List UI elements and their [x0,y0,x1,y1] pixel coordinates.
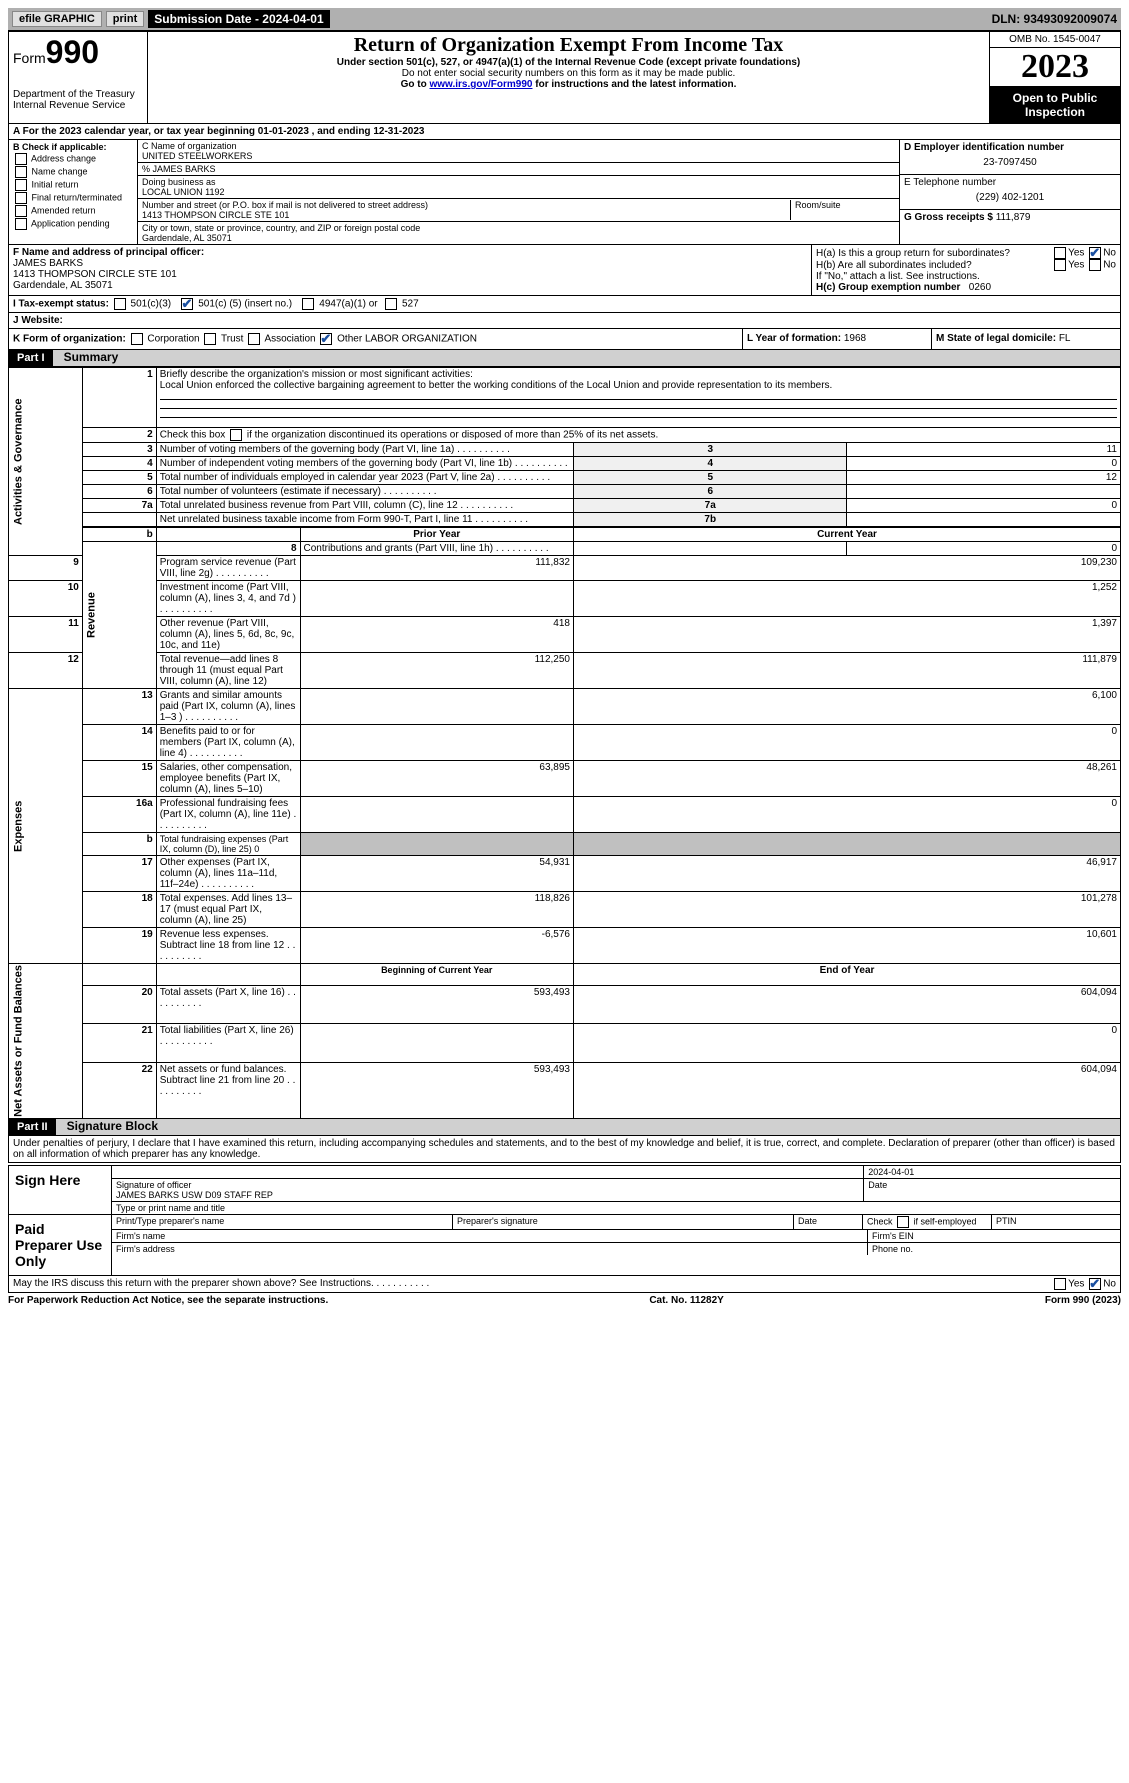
sign-here-label: Sign Here [9,1166,112,1214]
declaration-text: Under penalties of perjury, I declare th… [8,1136,1121,1163]
ha-yes-check[interactable] [1054,247,1066,259]
line1-text: Local Union enforced the collective barg… [160,380,833,391]
check-application-pending[interactable]: Application pending [13,218,133,230]
dept-treasury: Department of the Treasury [13,89,143,100]
irs-label: Internal Revenue Service [13,100,143,111]
summary-table: Activities & Governance 1 Briefly descri… [8,367,1121,1119]
check-501c[interactable] [181,298,193,310]
section-fh: F Name and address of principal officer:… [8,245,1121,296]
line2-check[interactable] [230,429,242,441]
form-header: Form990 Department of the Treasury Inter… [8,30,1121,124]
check-initial-return[interactable]: Initial return [13,179,133,191]
gross-label: G Gross receipts $ [904,212,993,223]
room-suite-label: Room/suite [790,200,895,220]
street-value: 1413 THOMPSON CIRCLE STE 101 [142,210,790,220]
footer-left: For Paperwork Reduction Act Notice, see … [8,1295,328,1306]
check-501c3[interactable] [114,298,126,310]
form-title: Return of Organization Exempt From Incom… [152,34,985,57]
part1-title: Summary [56,350,119,364]
self-employed-check[interactable] [897,1216,909,1228]
paid-preparer-label: Paid Preparer Use Only [9,1215,112,1275]
efile-button[interactable]: efile GRAPHIC [12,11,102,27]
hc-value: 0260 [969,282,991,293]
form-subtitle-1: Under section 501(c), 527, or 4947(a)(1)… [152,57,985,68]
dba-name: LOCAL UNION 1192 [142,187,895,197]
check-address-change[interactable]: Address change [13,153,133,165]
hc-label: H(c) Group exemption number [816,282,960,293]
dln-label: DLN: 93493092009074 [992,12,1117,26]
may-irs-no[interactable] [1089,1278,1101,1290]
check-name-change[interactable]: Name change [13,166,133,178]
row-i: I Tax-exempt status: 501(c)(3) 501(c) (5… [8,296,1121,313]
hb-label: H(b) Are all subordinates included? [816,260,972,271]
check-amended-return[interactable]: Amended return [13,205,133,217]
officer-street: 1413 THOMPSON CIRCLE STE 101 [13,269,807,280]
check-corp[interactable] [131,333,143,345]
submission-date: Submission Date - 2024-04-01 [148,10,329,28]
line2: Check this box if the organization disco… [156,428,1120,443]
form-number: 990 [46,34,99,70]
part2-number: Part II [9,1119,56,1135]
street-label: Number and street (or P.O. box if mail i… [142,200,790,210]
form-subtitle-2: Do not enter social security numbers on … [152,68,985,79]
check-527[interactable] [385,298,397,310]
paid-preparer-section: Paid Preparer Use Only Print/Type prepar… [8,1215,1121,1276]
dba-label: Doing business as [142,177,895,187]
part1-number: Part I [9,350,53,366]
pct-name: % JAMES BARKS [142,164,895,174]
goto-pre: Go to [401,79,430,90]
goto-post: for instructions and the latest informat… [532,79,736,90]
check-4947[interactable] [302,298,314,310]
part2-bar: Part II Signature Block [8,1119,1121,1136]
ein-label: D Employer identification number [904,142,1116,153]
sign-here-section: Sign Here 2024-04-01 Signature of office… [8,1165,1121,1215]
row-j: J Website: [8,313,1121,329]
irs-link[interactable]: www.irs.gov/Form990 [429,79,532,90]
check-trust[interactable] [204,333,216,345]
city-value: Gardendale, AL 35071 [142,233,895,243]
footer-mid: Cat. No. 11282Y [649,1295,723,1306]
check-assoc[interactable] [248,333,260,345]
tel-label: E Telephone number [904,177,1116,188]
org-name: UNITED STEELWORKERS [142,151,895,161]
may-irs-yes[interactable] [1054,1278,1066,1290]
page-footer: For Paperwork Reduction Act Notice, see … [8,1293,1121,1308]
row-k: K Form of organization: Corporation Trus… [8,329,1121,350]
tel-value: (229) 402-1201 [904,188,1116,207]
tax-year: 2023 [990,48,1120,87]
top-toolbar: efile GRAPHIC print Submission Date - 20… [8,8,1121,30]
row-a-tax-year: A For the 2023 calendar year, or tax yea… [8,124,1121,140]
part2-title: Signature Block [59,1119,158,1133]
side-governance: Activities & Governance [9,368,83,556]
part1-bar: Part I Summary [8,350,1121,367]
side-expenses: Expenses [9,689,83,964]
hb-yes-check[interactable] [1054,259,1066,271]
open-to-public: Open to Public Inspection [990,87,1120,123]
check-other[interactable] [320,333,332,345]
city-label: City or town, state or province, country… [142,223,895,233]
hb-no-check[interactable] [1089,259,1101,271]
line1-label: Briefly describe the organization's miss… [160,369,473,380]
col-b-title: B Check if applicable: [13,142,133,152]
print-button[interactable]: print [106,11,144,27]
check-final-return[interactable]: Final return/terminated [13,192,133,204]
may-irs-row: May the IRS discuss this return with the… [8,1276,1121,1293]
ha-label: H(a) Is this a group return for subordin… [816,248,1010,259]
ha-no-check[interactable] [1089,247,1101,259]
officer-name: JAMES BARKS [13,258,807,269]
officer-city: Gardendale, AL 35071 [13,280,807,291]
side-netassets: Net Assets or Fund Balances [9,964,83,1119]
side-revenue: Revenue [82,542,156,689]
ein-value: 23-7097450 [904,153,1116,172]
gross-value: 111,879 [996,212,1031,223]
section-bcd: B Check if applicable: Address change Na… [8,140,1121,245]
hb-note: If "No," attach a list. See instructions… [816,271,1116,282]
officer-label: F Name and address of principal officer: [13,247,807,258]
form-prefix: Form [13,50,46,66]
org-name-label: C Name of organization [142,141,895,151]
footer-right: Form 990 (2023) [1045,1295,1121,1306]
omb-number: OMB No. 1545-0047 [990,32,1120,48]
